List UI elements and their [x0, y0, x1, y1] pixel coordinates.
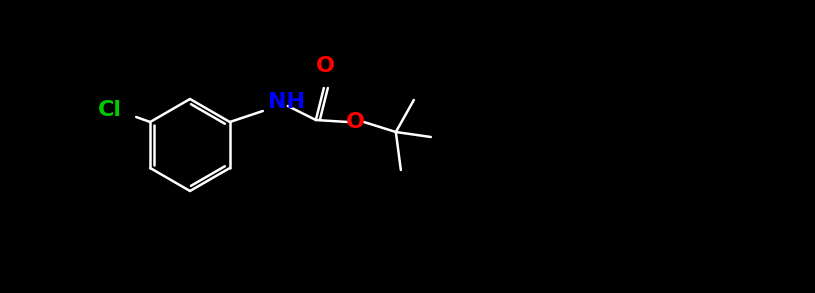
- Text: O: O: [346, 112, 365, 132]
- Text: Cl: Cl: [98, 100, 122, 120]
- Text: O: O: [316, 56, 335, 76]
- Text: NH: NH: [268, 92, 305, 112]
